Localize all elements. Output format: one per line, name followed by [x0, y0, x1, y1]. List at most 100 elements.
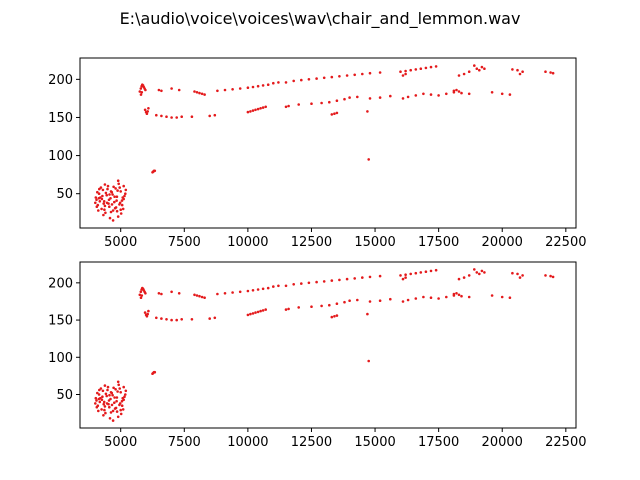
- data-point: [455, 88, 458, 92]
- data-point: [180, 115, 183, 118]
- data-point: [330, 75, 334, 79]
- data-point: [330, 279, 334, 282]
- data-point: [109, 190, 113, 193]
- data-point: [140, 91, 144, 94]
- data-point: [223, 88, 227, 92]
- data-point: [368, 300, 372, 303]
- data-point: [272, 285, 275, 288]
- data-point: [335, 99, 339, 102]
- data-point: [146, 312, 149, 316]
- data-point: [368, 71, 372, 75]
- x-tick-label: 10000: [227, 235, 268, 250]
- data-point: [100, 207, 103, 211]
- data-point: [401, 277, 405, 281]
- data-point: [516, 68, 519, 72]
- data-point: [118, 186, 121, 189]
- data-point: [198, 294, 201, 298]
- data-point: [208, 317, 211, 320]
- data-point: [251, 109, 255, 112]
- data-point: [284, 284, 288, 288]
- data-point: [96, 391, 99, 395]
- data-point: [94, 201, 97, 205]
- data-point: [147, 309, 150, 313]
- data-point: [338, 278, 341, 282]
- data-point: [246, 110, 250, 114]
- data-point: [170, 116, 173, 119]
- data-point: [389, 94, 392, 98]
- data-point: [155, 113, 158, 117]
- data-point: [118, 201, 122, 205]
- data-point: [266, 286, 270, 290]
- data-point: [123, 194, 126, 198]
- data-point: [460, 91, 463, 95]
- data-point: [445, 295, 448, 299]
- data-point: [475, 67, 479, 70]
- data-point: [113, 396, 116, 399]
- data-point: [104, 392, 108, 396]
- data-point: [277, 284, 280, 288]
- data-point: [203, 296, 206, 300]
- data-point: [110, 203, 114, 206]
- data-point: [101, 194, 104, 198]
- data-point: [467, 274, 471, 277]
- data-point: [549, 71, 552, 74]
- data-point: [287, 307, 290, 311]
- data-point: [115, 195, 119, 198]
- data-point: [404, 69, 407, 73]
- data-point: [177, 88, 181, 92]
- data-point: [368, 97, 372, 100]
- data-point: [105, 402, 109, 405]
- data-point: [378, 71, 382, 74]
- data-point: [114, 388, 117, 391]
- data-point: [246, 86, 250, 89]
- x-tick-label: 5000: [104, 435, 137, 450]
- data-point: [310, 102, 313, 105]
- data-point: [277, 81, 280, 84]
- data-point: [170, 290, 173, 294]
- data-point: [108, 193, 111, 196]
- data-point: [249, 110, 252, 113]
- data-point: [467, 92, 471, 96]
- data-point: [112, 386, 115, 390]
- data-point: [144, 88, 147, 92]
- data-point: [254, 108, 257, 112]
- x-tick-label: 20000: [482, 235, 523, 250]
- data-point: [348, 299, 351, 303]
- data-point: [121, 408, 125, 411]
- data-point: [424, 66, 428, 70]
- data-point: [97, 409, 100, 413]
- data-point: [378, 96, 382, 99]
- data-point: [103, 204, 107, 208]
- data-point: [414, 94, 418, 97]
- data-point: [478, 68, 481, 72]
- data-point: [452, 89, 456, 93]
- data-point: [429, 296, 433, 300]
- data-point: [140, 294, 144, 297]
- data-point: [119, 412, 123, 416]
- data-point: [414, 271, 418, 275]
- data-point: [404, 273, 407, 277]
- data-point: [490, 294, 494, 297]
- data-point: [143, 108, 147, 112]
- data-point: [195, 91, 199, 94]
- data-point: [120, 199, 124, 202]
- data-point: [518, 276, 522, 279]
- data-point: [139, 87, 143, 90]
- data-point: [473, 268, 476, 271]
- data-point: [102, 213, 105, 217]
- plot-frame-bottom: [79, 261, 577, 429]
- data-point: [320, 304, 323, 308]
- data-point: [353, 277, 357, 280]
- x-axis-ticks-bottom: 5000 7500 10000 12500 15000 17500 20000 22500: [104, 428, 587, 450]
- data-point: [378, 274, 382, 278]
- data-point: [475, 271, 479, 274]
- data-point: [544, 274, 547, 277]
- x-tick-label: 5000: [104, 235, 137, 250]
- data-point: [109, 411, 113, 414]
- data-point: [419, 271, 423, 274]
- x-tick-label: 15000: [354, 435, 395, 450]
- data-point: [175, 116, 178, 119]
- data-point: [115, 410, 119, 413]
- data-point: [333, 112, 336, 115]
- data-point: [335, 111, 339, 115]
